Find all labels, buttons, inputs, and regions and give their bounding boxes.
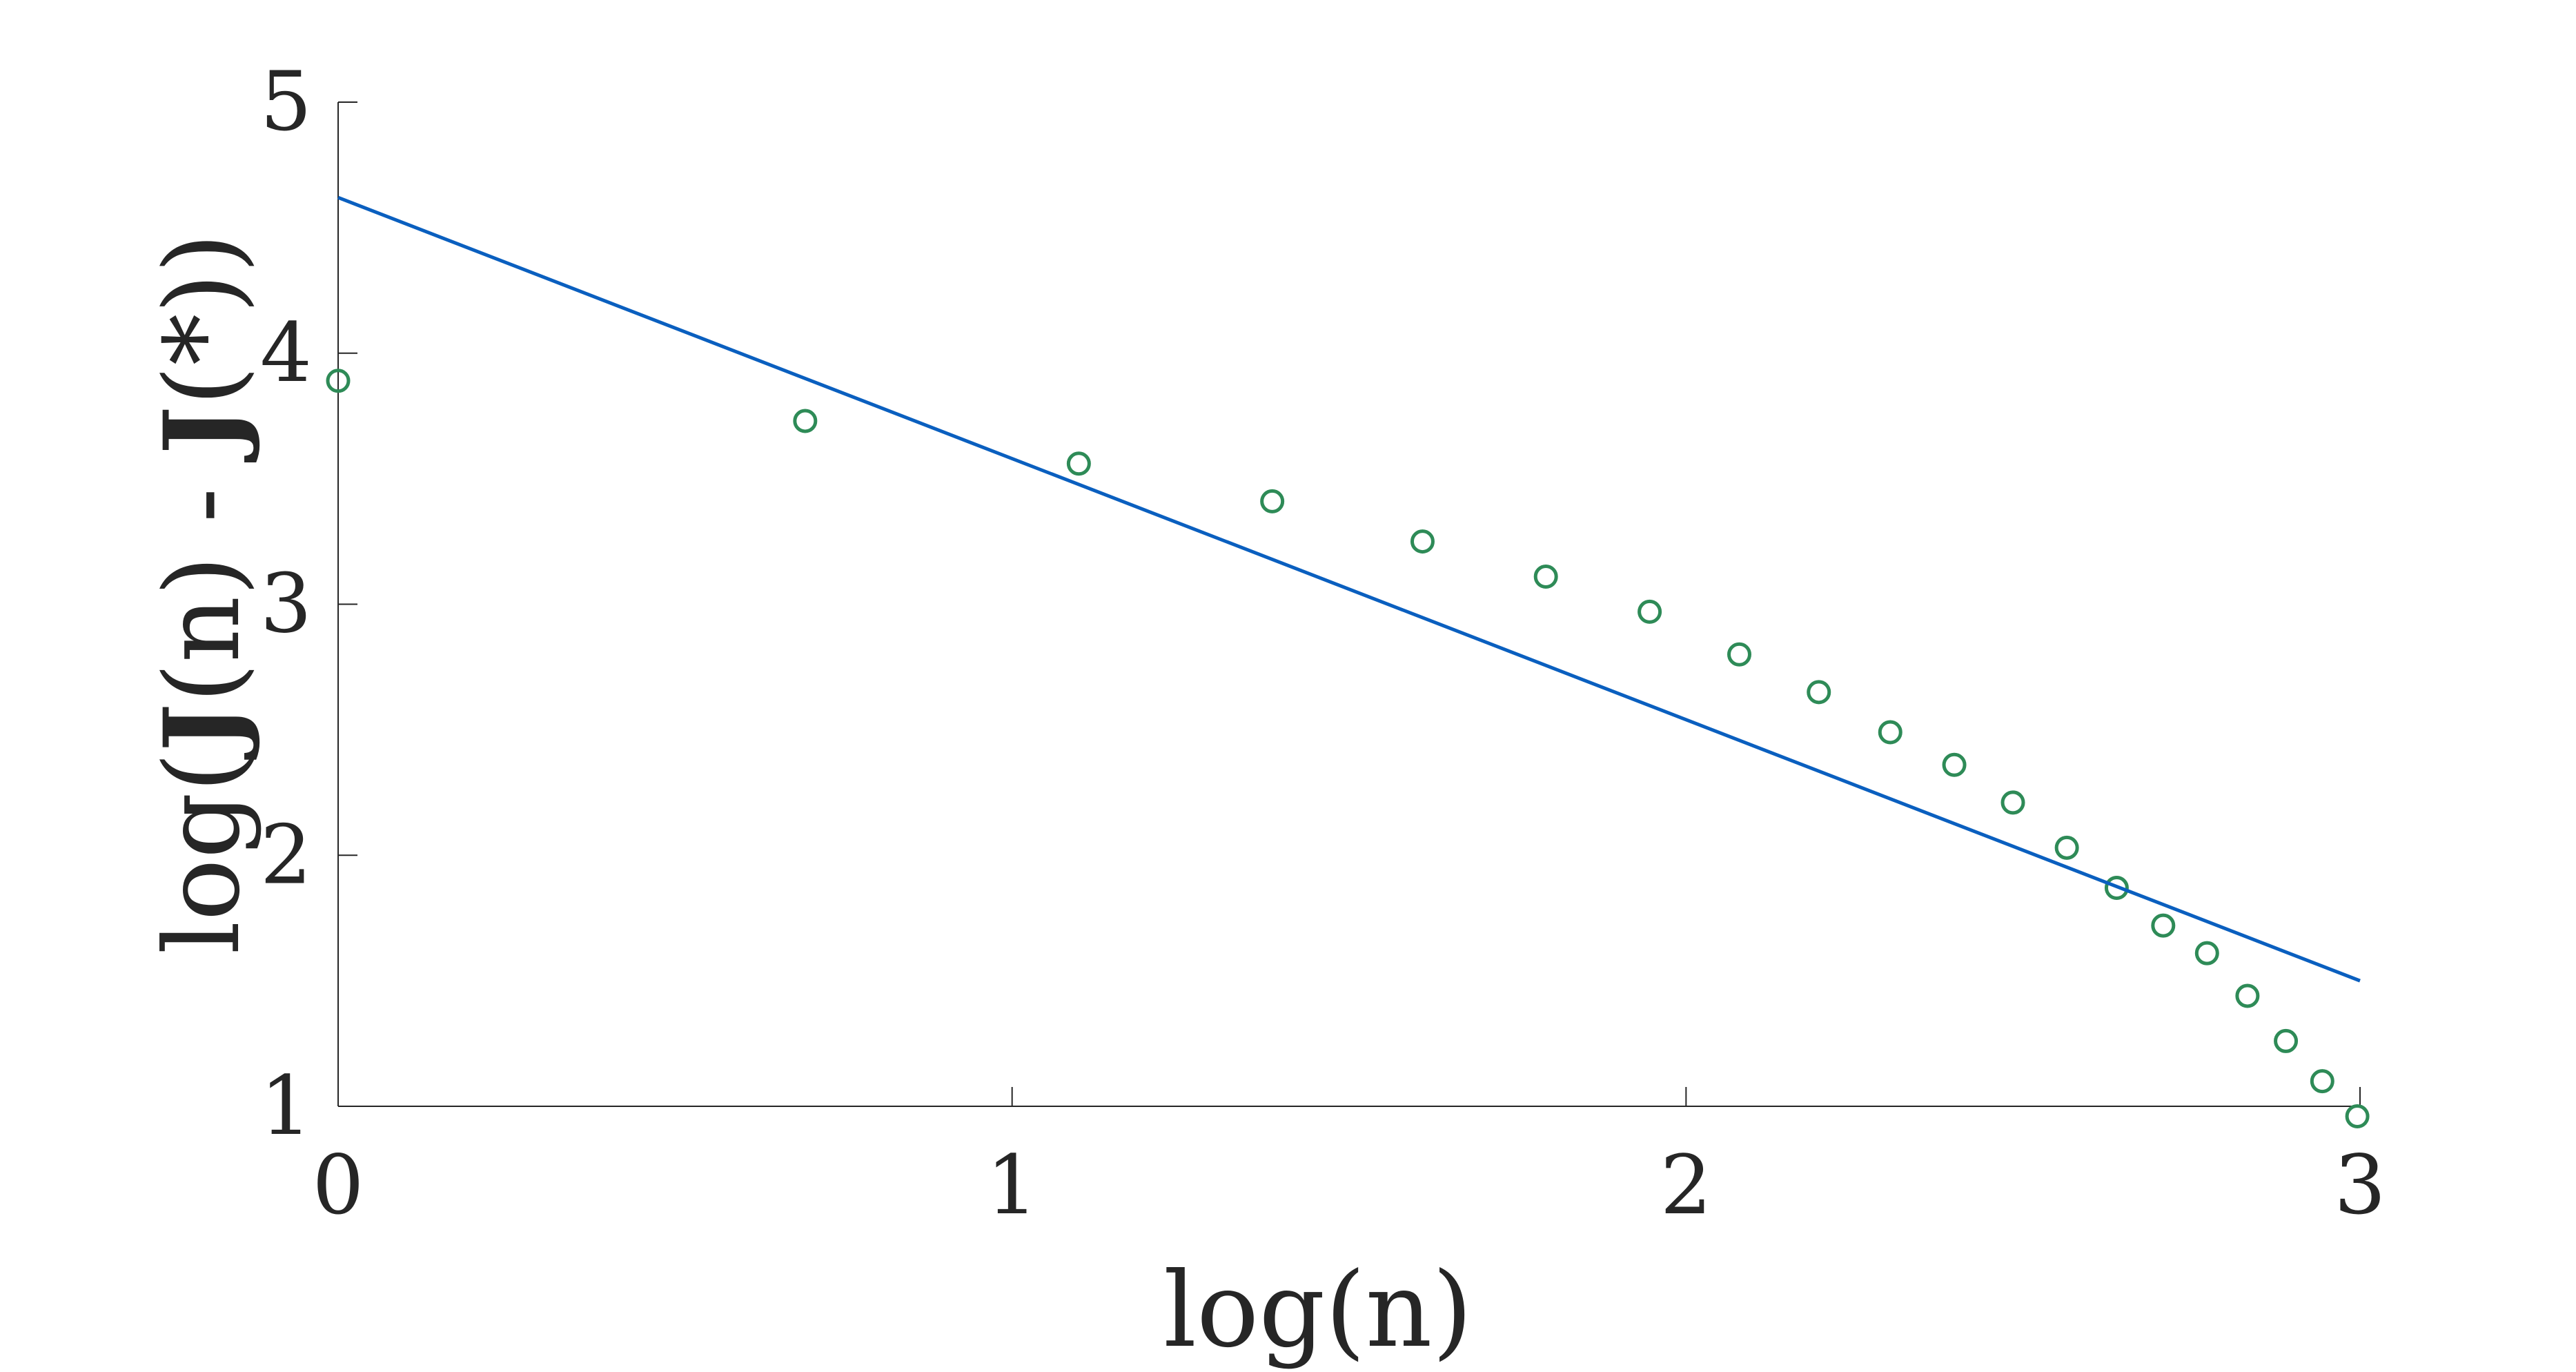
x-tick-label: 1	[986, 1137, 1038, 1233]
data-point	[2104, 876, 2129, 901]
x-axis-title: log(n)	[1163, 1251, 1473, 1371]
plot-series	[326, 195, 2370, 1129]
data-point	[1727, 642, 1751, 667]
x-tick-label: 0	[312, 1137, 364, 1233]
data-point	[2151, 913, 2176, 938]
data-point	[1638, 599, 1662, 624]
x-tick-label: 2	[1660, 1137, 1712, 1233]
y-tick-label: 3	[260, 556, 312, 651]
y-axis-title-bold-1: J	[141, 703, 263, 760]
x-tick-label: 3	[2334, 1137, 2386, 1233]
data-point	[2345, 1104, 2370, 1129]
data-point	[1533, 564, 1558, 589]
y-axis-title-bold-2: J	[141, 406, 263, 462]
data-point	[2235, 983, 2260, 1008]
data-point	[1410, 529, 1435, 554]
y-axis-title-part-1: log(	[143, 752, 263, 954]
y-tick-label: 2	[260, 807, 312, 902]
data-point	[326, 369, 351, 393]
data-point	[1066, 451, 1091, 476]
data-point	[1878, 720, 1902, 745]
data-point	[793, 409, 818, 433]
data-point	[2310, 1069, 2334, 1094]
y-tick-label: 4	[260, 305, 312, 400]
y-axis-title: log(J(n) - J(*))	[141, 233, 263, 954]
y-tick-label: 5	[260, 54, 312, 149]
data-point	[1942, 752, 1967, 777]
fit-line	[337, 195, 2361, 983]
y-tick-label: 1	[260, 1058, 312, 1153]
data-point	[2054, 835, 2079, 860]
data-point	[2274, 1028, 2299, 1053]
data-point	[2194, 941, 2219, 966]
data-point	[2000, 790, 2025, 815]
y-axis-title-part-3: (*))	[143, 233, 263, 406]
y-axis-title-part-2: (n) -	[143, 455, 263, 703]
data-point	[1807, 680, 1831, 705]
data-point	[1260, 489, 1285, 513]
